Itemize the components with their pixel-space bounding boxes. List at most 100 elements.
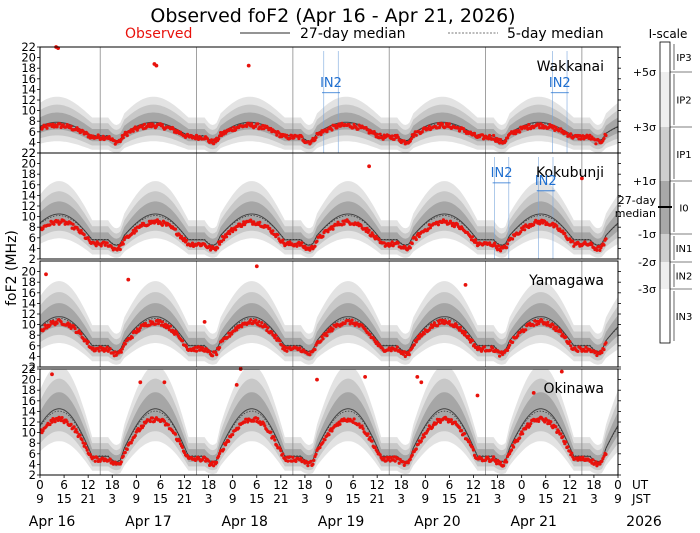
observed-point <box>160 223 164 227</box>
observed-point <box>505 460 509 464</box>
observed-point <box>74 428 78 432</box>
observed-point <box>470 445 475 449</box>
observed-point <box>299 457 303 461</box>
observed-point <box>461 127 466 131</box>
observed-point <box>499 138 503 142</box>
observed-point <box>430 425 434 429</box>
observed-point <box>132 231 136 235</box>
iscale-level-label: +5σ <box>633 66 656 79</box>
observed-point <box>467 440 472 444</box>
observed-point <box>511 445 516 449</box>
median-5day-line <box>39 410 619 462</box>
observed-point <box>350 318 354 322</box>
y-tick-label: 2 <box>29 252 36 266</box>
observed-point <box>336 220 340 224</box>
observed-point <box>250 122 254 126</box>
observed-point <box>427 124 431 128</box>
observed-point <box>474 241 479 245</box>
observed-point <box>504 139 508 143</box>
observed-point <box>360 424 364 428</box>
observed-point <box>97 349 101 353</box>
observed-point <box>368 333 372 337</box>
observed-point <box>69 124 73 128</box>
x-tick-label-jst: 9 <box>325 492 333 506</box>
observed-point <box>604 452 608 456</box>
x-tick-label-ut: 12 <box>177 478 192 492</box>
observed-point <box>378 132 382 136</box>
observed-point <box>160 123 164 127</box>
observed-point <box>568 237 572 241</box>
observed-point <box>81 129 85 133</box>
observed-point <box>604 133 608 138</box>
x-tick-label-ut: 18 <box>394 478 409 492</box>
observed-point <box>202 320 207 324</box>
observed-point <box>408 457 412 461</box>
observed-point <box>499 249 503 253</box>
observed-point <box>497 244 501 248</box>
observed-point <box>410 241 414 246</box>
observed-point <box>487 457 491 461</box>
observed-point <box>559 369 564 374</box>
observed-point <box>298 346 302 350</box>
observed-point <box>234 383 239 387</box>
day-label: Apr 21 <box>510 514 556 530</box>
observed-point <box>495 462 499 466</box>
observed-point <box>245 124 249 128</box>
median-5day-line <box>39 215 619 246</box>
x-tick-label-ut: 0 <box>518 478 526 492</box>
observed-point <box>190 241 195 245</box>
observed-point <box>401 352 405 356</box>
iscale-class-label: IN2 <box>676 272 693 283</box>
observed-point <box>549 420 553 424</box>
observed-point <box>422 435 426 439</box>
observed-point <box>365 226 369 230</box>
observed-point <box>554 425 558 429</box>
observed-point <box>211 354 215 358</box>
observed-point <box>518 436 522 440</box>
y-tick-label: 18 <box>21 167 36 181</box>
observed-point <box>426 427 430 431</box>
median-27day-line <box>39 408 619 463</box>
observed-point <box>91 346 95 350</box>
observed-point <box>506 136 510 140</box>
observed-point <box>581 455 585 459</box>
observed-point <box>297 136 301 141</box>
x-tick-label-jst: 9 <box>36 492 44 506</box>
x-tick-label-jst: 15 <box>56 492 71 506</box>
observed-point <box>514 132 518 136</box>
observed-point <box>557 429 561 434</box>
observed-point <box>331 227 335 231</box>
observed-point <box>590 242 594 247</box>
observed-point <box>313 138 317 142</box>
observed-point <box>142 122 146 126</box>
observed-point <box>602 243 606 247</box>
observed-point <box>443 125 447 129</box>
observed-point <box>594 142 598 146</box>
observed-point <box>335 126 339 130</box>
x-tick-label-jst: 21 <box>81 492 96 506</box>
observed-point <box>419 439 423 443</box>
observed-point <box>313 348 317 352</box>
observed-point <box>80 438 84 442</box>
station-label: Kokubunji <box>536 165 604 181</box>
observed-point <box>568 449 572 453</box>
observed-point <box>375 449 379 454</box>
observed-point <box>555 325 559 330</box>
y-tick-label: 22 <box>21 146 36 160</box>
chart-title: Observed foF2 (Apr 16 - Apr 21, 2026) <box>150 5 515 27</box>
year-label: 2026 <box>626 514 662 530</box>
iscale-class-label: I0 <box>679 204 688 215</box>
observed-point <box>77 128 81 132</box>
observed-point <box>600 459 604 463</box>
observed-point <box>466 334 471 338</box>
observed-point <box>551 323 555 327</box>
observed-point <box>227 439 231 443</box>
observed-point <box>290 134 294 138</box>
observed-point <box>107 135 111 139</box>
observed-point <box>537 419 541 423</box>
observed-point <box>312 458 316 462</box>
observed-point <box>214 350 218 354</box>
y-tick-label: 4 <box>29 457 36 471</box>
